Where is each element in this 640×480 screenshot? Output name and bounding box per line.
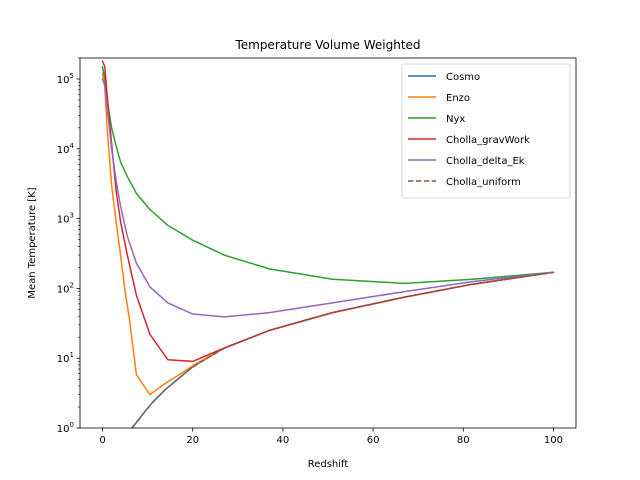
- chart-title: Temperature Volume Weighted: [234, 38, 420, 52]
- series-line-nyx: [101, 65, 555, 285]
- series-line-cosmo: [131, 271, 555, 428]
- y-tick-label: 105: [57, 72, 74, 86]
- legend-box: [401, 63, 571, 199]
- series-line-cholla-uniform: [131, 271, 554, 428]
- x-tick-label: 60: [367, 435, 380, 446]
- x-tick-label: 100: [544, 435, 563, 446]
- x-axis-ticks: 0 20 40 60 80 100: [99, 428, 563, 446]
- y-axis-ticks: 100 101 102 103 104 105: [57, 57, 80, 435]
- x-axis-label: Redshift: [308, 459, 349, 470]
- y-tick-label: 101: [57, 351, 74, 365]
- plot-frame: [79, 57, 577, 429]
- series-layer: [101, 60, 555, 428]
- x-tick-label: 80: [457, 435, 470, 446]
- x-tick-label: 40: [277, 435, 290, 446]
- legend: Cosmo Enzo Nyx Cholla_gravWork Cholla_delta_…: [401, 63, 571, 199]
- legend-entry-label: Cholla_delta_Ek: [446, 156, 525, 167]
- legend-entry-label: Nyx: [446, 114, 465, 125]
- y-axis-label: Mean Temperature [K]: [27, 187, 38, 298]
- series-line-cholla-delta-ek: [101, 78, 555, 318]
- y-tick-label: 103: [57, 212, 74, 226]
- legend-entry-label: Enzo: [446, 93, 470, 104]
- legend-entry-label: Cholla_gravWork: [446, 135, 530, 146]
- legend-entry-label: Cosmo: [446, 72, 480, 83]
- legend-entry-label: Cholla_uniform: [446, 177, 521, 188]
- y-tick-label: 102: [57, 281, 74, 295]
- x-tick-label: 0: [99, 435, 105, 446]
- y-tick-label: 100: [57, 421, 74, 435]
- y-tick-label: 104: [57, 142, 75, 156]
- x-tick-label: 20: [186, 435, 199, 446]
